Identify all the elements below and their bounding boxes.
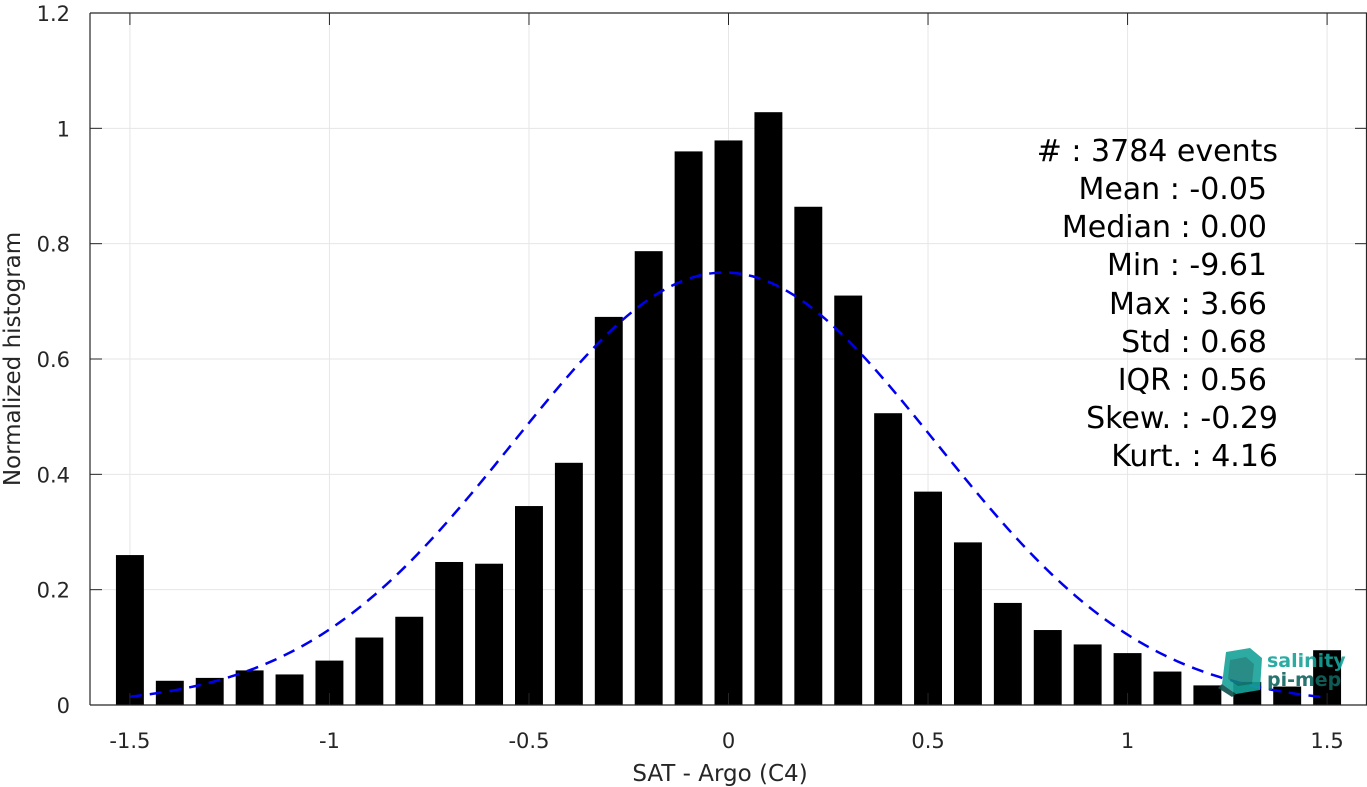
- histogram-bar: [834, 295, 863, 705]
- histogram-bar: [115, 555, 144, 705]
- x-tick-label: -0.5: [508, 729, 549, 753]
- histogram-bar: [714, 140, 743, 705]
- y-tick-labels: 0 0.2 0.4 0.6 0.8 1 1.2: [37, 2, 70, 718]
- stat-count: # : 3784 events: [1037, 134, 1278, 169]
- x-tick-labels: -1.5 -1 -0.5 0 0.5 1 1.5: [109, 729, 1343, 753]
- stats-box: # : 3784 events Mean : -0.05 Median : 0.…: [1037, 134, 1278, 474]
- histogram-bar: [634, 251, 663, 705]
- histogram-bars: [115, 112, 1342, 706]
- x-tick-label: -1: [319, 729, 340, 753]
- histogram-bar: [355, 637, 384, 705]
- histogram-bar: [475, 563, 504, 705]
- logo-mark-icon: [1218, 648, 1262, 697]
- histogram-bar: [395, 616, 424, 705]
- histogram-bar: [515, 506, 543, 705]
- stat-mean: Mean : -0.05: [1078, 172, 1267, 207]
- y-tick-label: 0.6: [37, 348, 70, 372]
- histogram-bar: [1193, 685, 1222, 705]
- x-tick-label: 1.5: [1310, 729, 1343, 753]
- y-tick-label: 0.4: [37, 463, 70, 487]
- y-tick-label: 0: [57, 694, 70, 718]
- histogram-bar: [674, 151, 703, 705]
- y-axis-label: Normalized histogram: [0, 232, 26, 486]
- x-tick-label: -1.5: [109, 729, 150, 753]
- logo-line2: pi-mep: [1267, 669, 1341, 691]
- histogram-bar: [754, 112, 783, 706]
- histogram-bar: [794, 206, 823, 705]
- stat-max: Max : 3.66: [1109, 287, 1267, 322]
- histogram-bar: [435, 561, 464, 705]
- histogram-bar: [594, 316, 623, 705]
- x-tick-label: 0: [722, 729, 735, 753]
- stat-skew: Skew. : -0.29: [1086, 401, 1278, 436]
- stat-std: Std : 0.68: [1121, 325, 1267, 360]
- histogram-bar: [953, 542, 982, 705]
- histogram-bar: [275, 674, 304, 705]
- stat-iqr: IQR : 0.56: [1118, 363, 1267, 398]
- y-tick-label: 0.8: [37, 233, 70, 257]
- stat-kurt: Kurt. : 4.16: [1111, 439, 1278, 474]
- x-tick-label: 0.5: [911, 729, 944, 753]
- histogram-bar: [1153, 671, 1182, 705]
- histogram-bar: [874, 413, 903, 705]
- stat-min: Min : -9.61: [1107, 248, 1267, 283]
- histogram-bar: [235, 670, 264, 705]
- x-tick-label: 1: [1121, 729, 1134, 753]
- stat-median: Median : 0.00: [1062, 210, 1267, 245]
- logo-line1: salinity: [1267, 650, 1346, 672]
- histogram-bar: [1033, 630, 1062, 705]
- salinity-pimep-logo: salinity pi-mep: [1218, 648, 1346, 697]
- gaussian-fit-curve: [129, 271, 1328, 699]
- histogram-bar: [914, 491, 942, 705]
- y-tick-label: 1: [57, 117, 70, 141]
- y-tick-label: 1.2: [37, 2, 70, 26]
- histogram-bar: [1073, 644, 1102, 705]
- x-axis-label: SAT - Argo (C4): [632, 761, 807, 787]
- histogram-bar: [554, 462, 583, 705]
- histogram-bar: [993, 602, 1022, 705]
- y-tick-label: 0.2: [37, 579, 70, 603]
